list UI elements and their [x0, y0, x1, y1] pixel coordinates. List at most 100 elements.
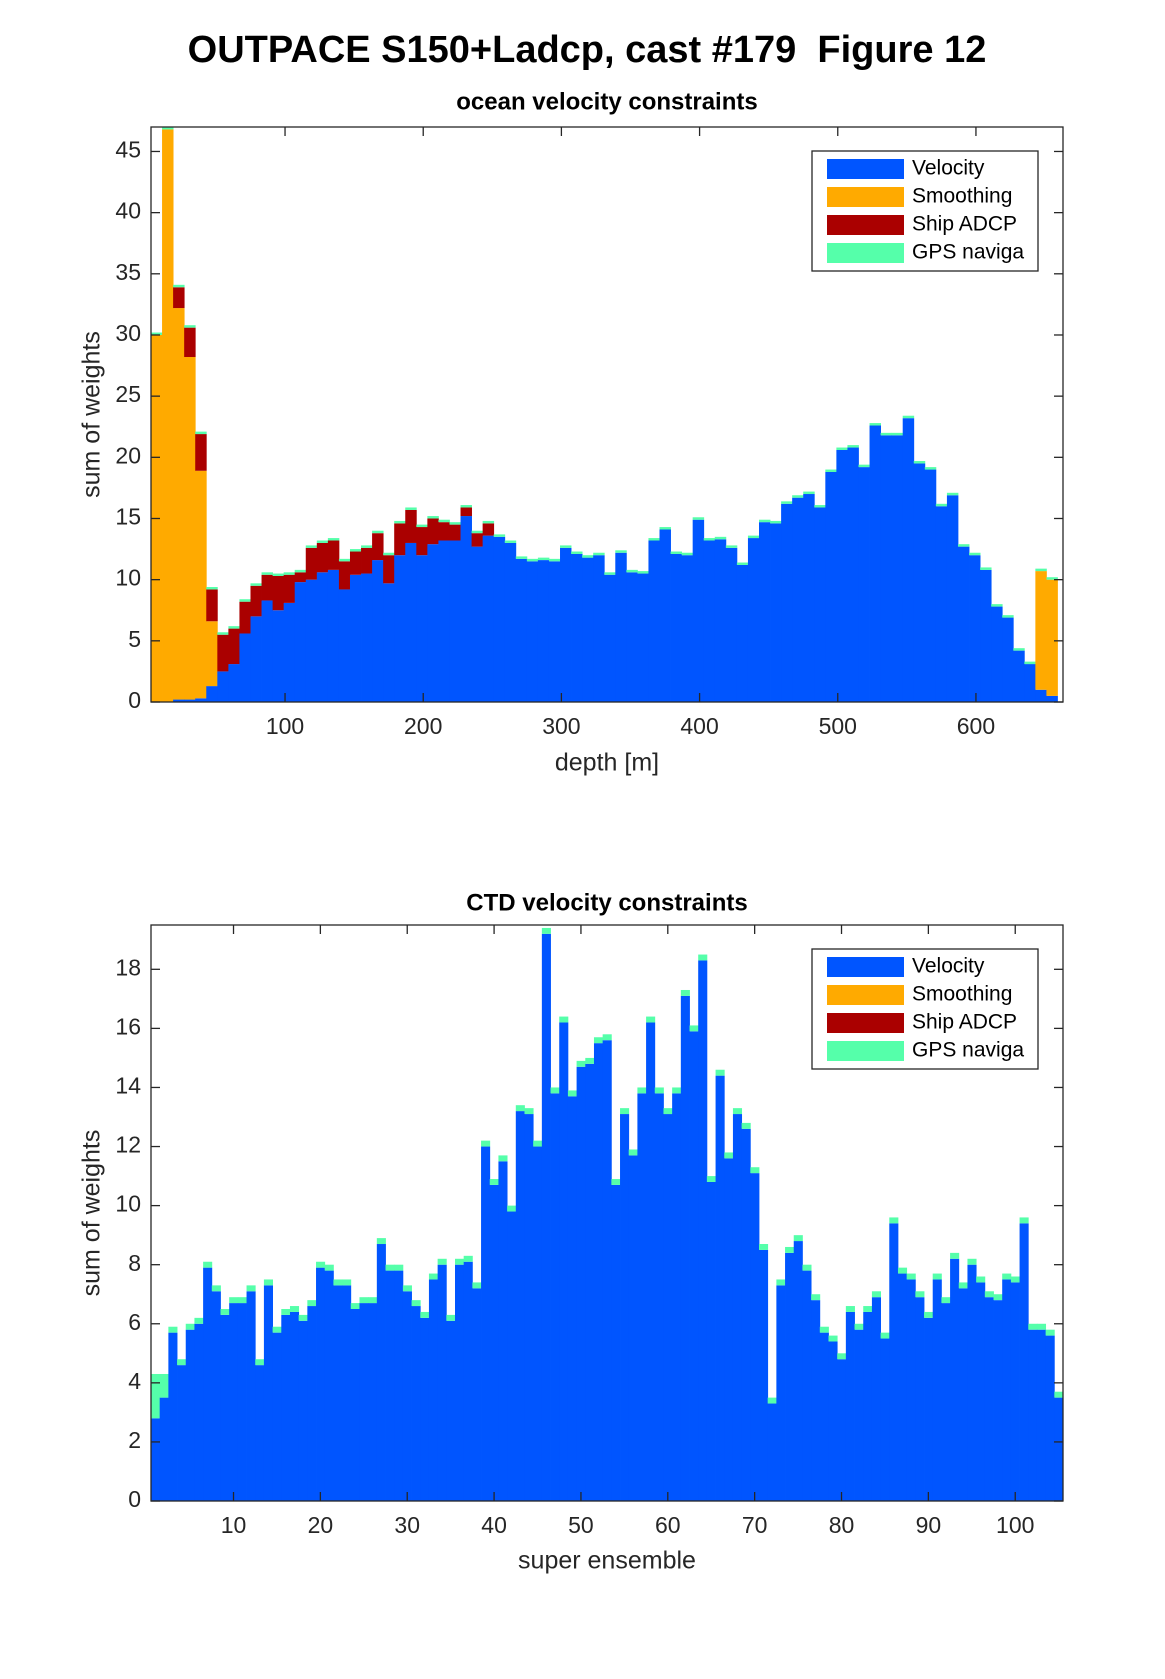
bar-segment — [438, 540, 450, 702]
bar-segment — [924, 469, 937, 702]
bar-segment — [571, 551, 583, 554]
bar-segment — [261, 572, 273, 575]
bar-segment — [628, 1155, 638, 1501]
bar-segment — [736, 562, 749, 565]
bar-segment — [714, 536, 727, 540]
bar-segment — [1028, 1329, 1038, 1501]
bar-segment — [504, 540, 517, 543]
bar-segment — [316, 1261, 326, 1268]
bar-segment — [173, 284, 185, 288]
bar-segment — [811, 1294, 821, 1301]
bar-segment — [416, 524, 428, 528]
bar-segment — [897, 1267, 908, 1274]
legend-label: Smoothing — [912, 185, 1012, 208]
bar-segment — [177, 1359, 187, 1366]
bar-segment — [394, 523, 406, 556]
bar-segment — [472, 1288, 482, 1501]
bar-segment — [471, 546, 484, 702]
bar-segment — [420, 1317, 430, 1501]
bar-segment — [507, 1211, 517, 1501]
bar-segment — [845, 1311, 855, 1501]
legend-swatch — [827, 215, 904, 235]
bar-segment — [736, 564, 749, 702]
bar-segment — [324, 1270, 334, 1501]
legend-swatch — [827, 985, 904, 1005]
bar-segment — [845, 1306, 855, 1312]
bar-segment — [991, 604, 1003, 607]
bar-segment — [438, 522, 450, 541]
bar-segment — [541, 927, 551, 934]
bar-segment — [327, 540, 340, 570]
bar-segment — [217, 671, 229, 702]
bar-segment — [411, 1300, 421, 1307]
bar-segment — [460, 507, 472, 517]
x-tick-label: 500 — [819, 713, 857, 739]
legend-swatch — [827, 243, 904, 263]
bar-segment — [637, 571, 649, 574]
bar-segment — [776, 1285, 786, 1501]
bar-segment — [324, 1264, 334, 1271]
bar-segment — [854, 1323, 864, 1330]
bar-segment — [980, 569, 992, 702]
bar-segment — [906, 1279, 916, 1501]
bar-segment — [941, 1297, 951, 1304]
x-tick-label: 20 — [308, 1512, 334, 1538]
bar-segment — [793, 1241, 803, 1501]
bar-segment — [185, 1329, 195, 1501]
bar-segment — [383, 583, 395, 702]
bar-segment — [307, 1300, 317, 1307]
bar-segment — [957, 546, 970, 702]
y-tick-label: 40 — [115, 198, 141, 224]
bar-segment — [151, 332, 163, 335]
bar-segment — [585, 1063, 595, 1501]
bar-segment — [692, 517, 705, 520]
bar-segment — [229, 1303, 239, 1501]
bar-segment — [206, 587, 218, 590]
bar-segment — [272, 1326, 282, 1333]
bar-segment — [1054, 1397, 1063, 1501]
bar-segment — [385, 1270, 395, 1501]
bar-segment — [615, 550, 627, 553]
bar-segment — [863, 1306, 873, 1312]
bar-segment — [869, 423, 881, 426]
x-tick-label: 80 — [829, 1512, 855, 1538]
bar-segment — [828, 1341, 838, 1501]
legend-label: Ship ADCP — [912, 213, 1017, 236]
x-tick-label: 100 — [266, 713, 304, 739]
bar-segment — [847, 447, 859, 702]
bar-segment — [283, 602, 296, 702]
x-tick-label: 50 — [568, 1512, 594, 1538]
bar-segment — [250, 585, 262, 617]
bar-segment — [515, 1111, 525, 1501]
bar-segment — [361, 547, 373, 574]
bar-segment — [567, 1096, 577, 1501]
bar-segment — [932, 1279, 942, 1501]
bar-segment — [692, 519, 705, 702]
bar-segment — [338, 558, 351, 562]
bar-segment — [724, 1152, 734, 1159]
bar-segment — [615, 552, 627, 702]
bar-segment — [814, 505, 826, 508]
bar-segment — [394, 1270, 404, 1501]
bar-segment — [294, 582, 307, 702]
bar-segment — [437, 1264, 447, 1501]
bar-segment — [507, 1205, 517, 1212]
bar-segment — [880, 432, 893, 436]
bar-segment — [559, 1022, 569, 1501]
y-tick-label: 8 — [128, 1250, 141, 1276]
bar-segment — [427, 516, 439, 519]
legend-label: GPS naviga — [912, 241, 1024, 264]
bar-segment — [576, 1060, 586, 1067]
bar-segment — [1024, 661, 1036, 665]
y-tick-label: 5 — [128, 626, 141, 652]
bar-segment — [548, 558, 561, 562]
bar-segment — [906, 1273, 916, 1280]
bar-segment — [159, 1373, 169, 1398]
bar-segment — [803, 494, 815, 702]
bar-segment — [338, 561, 351, 590]
bar-segment — [725, 547, 738, 702]
x-tick-label: 40 — [481, 1512, 507, 1538]
bar-segment — [620, 1114, 630, 1501]
bar-segment — [438, 519, 450, 523]
